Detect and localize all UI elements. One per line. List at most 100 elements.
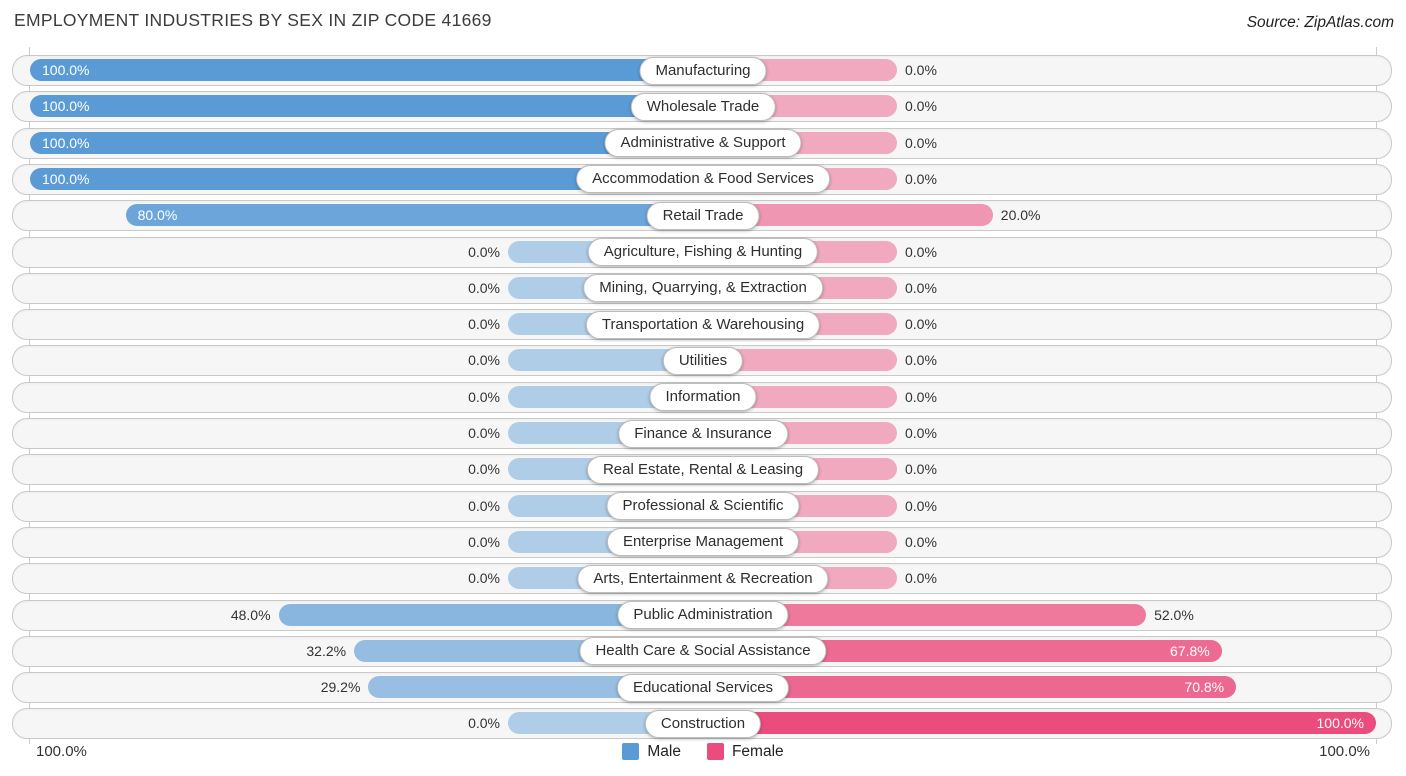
legend-female-label: Female [731,743,784,760]
industry-row: 0.0% 0.0% Professional & Scientific [12,490,1392,522]
female-value-label: 0.0% [905,352,937,369]
male-value-label: 0.0% [468,533,500,550]
female-value-label: 0.0% [905,316,937,333]
category-label: Construction [644,709,762,738]
axis-label-female-max: 100.0% [1319,743,1370,760]
legend: Male Female [0,740,1406,763]
axis-label-male-max: 100.0% [36,743,87,760]
category-label: Enterprise Management [606,528,800,557]
female-value-label: 52.0% [1154,606,1194,623]
chart-footer: 100.0% Male Female 100.0% [0,740,1406,764]
industry-row: 0.0% 0.0% Utilities [12,345,1392,377]
category-label: Agriculture, Fishing & Hunting [587,238,819,266]
female-value-label: 0.0% [905,170,937,187]
legend-male-swatch [622,743,640,760]
male-value-label: 32.2% [306,642,347,659]
male-bar [30,167,703,190]
female-bar [703,204,993,227]
male-bar [125,204,703,227]
category-label: Public Administration [617,601,789,629]
male-value-label: 29.2% [320,679,361,696]
industry-row: 0.0% 0.0% Finance & Insurance [12,418,1392,449]
male-value-label: 0.0% [468,279,500,296]
male-value-label: 100.0% [42,170,90,187]
category-label: Utilities [662,346,744,375]
category-label: Real Estate, Rental & Leasing [586,455,820,484]
male-value-label: 0.0% [468,243,500,260]
source-attribution: Source: ZipAtlas.com [1246,14,1394,31]
female-value-label: 0.0% [905,62,937,78]
female-value-label: 0.0% [905,134,937,151]
male-value-label: 0.0% [468,715,500,732]
female-value-label: 0.0% [905,279,937,296]
category-label: Professional & Scientific [606,492,800,521]
female-value-label: 0.0% [905,533,937,550]
female-value-label: 0.0% [905,461,937,478]
industry-row: 100.0% 0.0% Manufacturing [12,55,1392,86]
male-value-label: 100.0% [42,98,90,115]
legend-female-swatch [706,743,724,760]
legend-male-label: Male [647,743,681,760]
industry-row: 0.0% 0.0% Agriculture, Fishing & Hunting [12,236,1392,268]
category-label: Educational Services [616,673,790,702]
male-value-label: 80.0% [137,207,178,224]
female-value-label: 20.0% [1000,207,1041,224]
category-label: Mining, Quarrying, & Extraction [583,274,823,303]
category-label: Retail Trade [646,201,760,230]
category-label: Finance & Insurance [618,419,788,448]
female-value-label: 0.0% [905,570,937,587]
male-bar [30,131,703,154]
female-value-label: 0.0% [905,243,937,260]
male-value-label: 0.0% [468,461,500,478]
male-value-label: 0.0% [468,425,500,441]
category-label: Administrative & Support [604,129,802,158]
male-value-label: 100.0% [42,134,90,151]
female-value-label: 70.8% [1184,679,1225,696]
female-value-label: 100.0% [1316,715,1364,732]
category-label: Health Care & Social Assistance [579,637,827,666]
chart-area: 100.0% 0.0% Manufacturing 100.0% 0.0% Wh… [0,47,1406,744]
industry-row: 0.0% 100.0% Construction [12,708,1392,740]
industry-row: 0.0% 0.0% Real Estate, Rental & Leasing [12,454,1392,486]
female-value-label: 0.0% [905,388,937,405]
female-bar [703,603,1147,626]
category-label: Wholesale Trade [630,92,776,121]
male-value-label: 48.0% [230,606,271,623]
female-value-label: 0.0% [905,425,937,441]
female-bar [703,639,1222,662]
female-value-label: 0.0% [905,98,937,115]
male-value-label: 0.0% [468,388,500,405]
female-value-label: 67.8% [1170,642,1210,659]
male-value-label: 0.0% [468,316,500,333]
industry-row: 0.0% 0.0% Enterprise Management [12,526,1392,558]
industry-row: 0.0% 0.0% Transportation & Warehousing [12,309,1392,341]
industry-row: 32.2% 67.8% Health Care & Social Assista… [12,635,1392,667]
category-label: Transportation & Warehousing [585,310,821,339]
category-label: Information [649,383,757,412]
male-bar [508,349,703,372]
female-bar [703,349,897,372]
male-bar [30,59,703,81]
male-bar [278,603,703,626]
male-bar [30,95,703,118]
industry-row: 0.0% 0.0% Mining, Quarrying, & Extractio… [12,272,1392,304]
industry-row: 100.0% 0.0% Administrative & Support [12,127,1392,159]
industry-row: 29.2% 70.8% Educational Services [12,672,1392,704]
male-value-label: 0.0% [468,497,500,514]
industry-row: 0.0% 0.0% Information [12,381,1392,413]
female-bar [703,676,1237,699]
industry-row: 100.0% 0.0% Accommodation & Food Service… [12,163,1392,195]
female-bar [703,712,1376,735]
category-label: Arts, Entertainment & Recreation [577,564,829,593]
female-value-label: 0.0% [905,497,937,514]
chart-title: EMPLOYMENT INDUSTRIES BY SEX IN ZIP CODE… [14,10,492,30]
male-value-label: 100.0% [42,62,90,78]
male-value-label: 0.0% [468,352,500,369]
category-label: Accommodation & Food Services [576,165,830,194]
industry-row: 48.0% 52.0% Public Administration [12,599,1392,631]
industry-row: 100.0% 0.0% Wholesale Trade [12,91,1392,123]
male-value-label: 0.0% [468,570,500,587]
industry-row: 80.0% 20.0% Retail Trade [12,200,1392,232]
industry-row: 0.0% 0.0% Arts, Entertainment & Recreati… [12,563,1392,595]
